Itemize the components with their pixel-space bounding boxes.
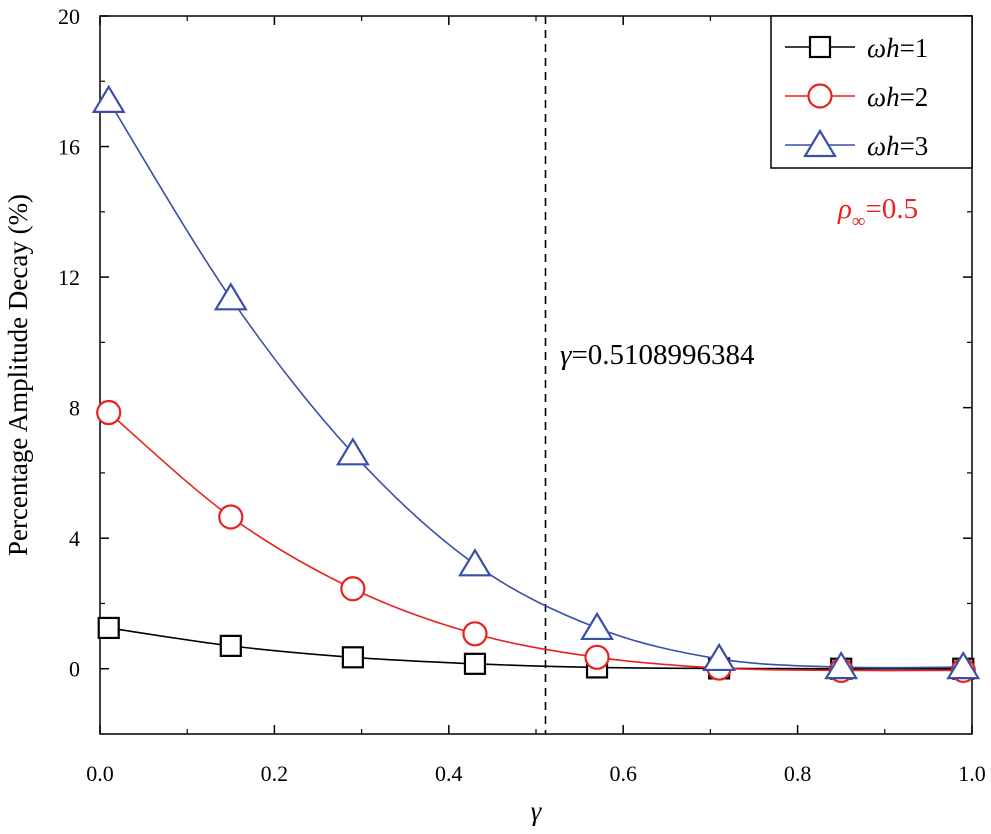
data-point <box>824 650 859 680</box>
legend-box <box>770 15 973 169</box>
data-point <box>218 504 244 530</box>
x-tick-label: 0.0 <box>86 761 114 786</box>
legend-label-value: =3 <box>900 131 929 161</box>
y-tick-label: 20 <box>58 4 80 29</box>
y-tick-label: 16 <box>58 135 80 160</box>
legend-label-italic: ωh <box>867 131 900 161</box>
data-point <box>335 437 370 466</box>
legend-marker <box>807 83 833 109</box>
x-tick-label: 1.0 <box>958 761 986 786</box>
svg-text:γ=0.5108996384: γ=0.5108996384 <box>560 339 755 371</box>
data-series <box>91 84 981 683</box>
legend-label-italic: ωh <box>867 82 900 112</box>
data-point <box>96 399 122 426</box>
x-tick-label: 0.6 <box>609 761 637 786</box>
rho-annotation: ρ∞=0.5 <box>837 193 918 232</box>
data-point <box>91 84 126 113</box>
legend-entry: ωh=3 <box>785 128 928 161</box>
x-axis-title: γ <box>531 796 543 826</box>
data-point <box>458 548 492 577</box>
rho-value: =0.5 <box>865 193 918 225</box>
legend: ωh=1ωh=2ωh=3 <box>770 15 973 169</box>
data-point <box>219 634 242 657</box>
legend-label-value: =2 <box>900 82 929 112</box>
svg-text:ρ∞=0.5: ρ∞=0.5 <box>837 193 918 232</box>
series-3 <box>91 84 981 680</box>
x-tick-label: 0.4 <box>435 761 463 786</box>
vline-label: γ=0.5108996384 <box>560 339 755 371</box>
data-point <box>341 646 364 669</box>
y-tick-label: 12 <box>58 265 80 290</box>
data-point <box>702 642 737 672</box>
data-point <box>463 652 487 675</box>
legend-label: ωh=1 <box>867 33 928 63</box>
legend-marker <box>808 35 832 59</box>
y-tick-label: 4 <box>69 526 80 551</box>
vline-label-symbol: γ <box>560 339 573 371</box>
data-point <box>97 616 120 640</box>
y-axis-title: Percentage Amplitude Decay (%) <box>3 194 33 556</box>
rho-subscript: ∞ <box>852 211 866 232</box>
data-point <box>462 621 488 647</box>
series-line <box>108 100 964 669</box>
y-tick-label: 8 <box>69 396 80 421</box>
legend-label-italic: ωh <box>867 33 900 63</box>
legend-entries: ωh=1ωh=2ωh=3 <box>785 33 928 161</box>
rho-symbol: ρ <box>837 193 852 225</box>
legend-label: ωh=2 <box>867 82 928 112</box>
legend-label: ωh=3 <box>867 131 928 161</box>
data-point <box>340 576 366 602</box>
x-tick-label: 0.8 <box>784 761 812 786</box>
x-tick-label: 0.2 <box>261 761 289 786</box>
data-point <box>584 644 610 670</box>
data-point <box>213 282 248 311</box>
legend-entry: ωh=2 <box>785 82 928 112</box>
y-tick-label: 0 <box>69 657 80 682</box>
legend-marker <box>803 128 837 158</box>
legend-entry: ωh=1 <box>785 33 928 63</box>
data-point <box>946 650 981 680</box>
data-point <box>580 611 614 641</box>
series-line <box>108 627 964 670</box>
legend-label-value: =1 <box>900 33 929 63</box>
series-line <box>108 411 964 672</box>
vline-label-value: =0.5108996384 <box>571 339 755 371</box>
